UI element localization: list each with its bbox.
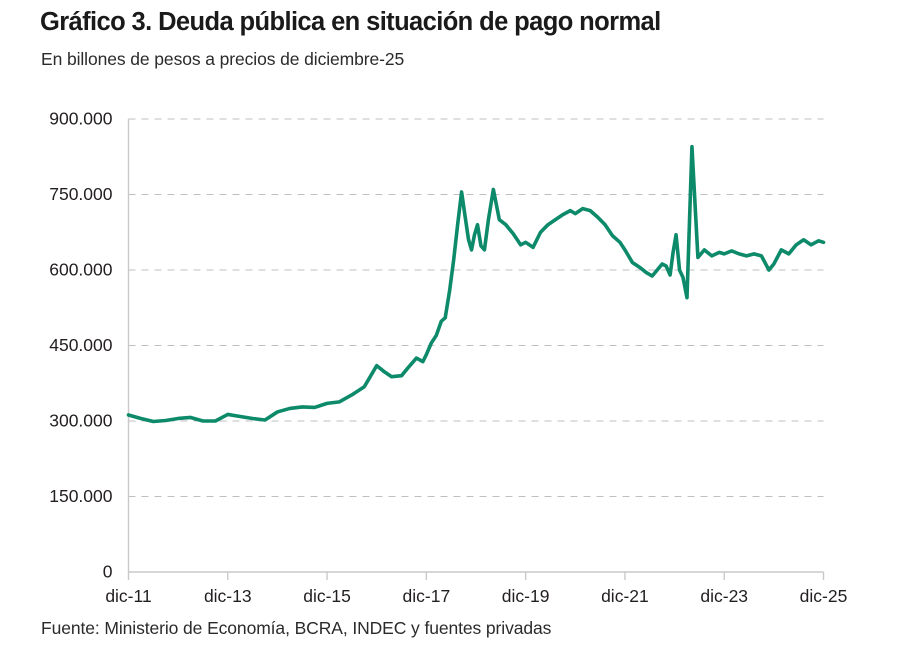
chart-subtitle: En billones de pesos a precios de diciem… (41, 49, 405, 69)
series-line (126, 144, 826, 424)
data-series (126, 144, 826, 424)
x-axis-tick-label: dic-15 (303, 586, 351, 606)
y-axis-tick-label: 300.000 (49, 411, 113, 431)
chart-title: Gráfico 3. Deuda pública en situación de… (40, 8, 661, 36)
x-axis-tick-label: dic-13 (204, 586, 252, 606)
source-note: Fuente: Ministerio de Economía, BCRA, IN… (41, 618, 552, 638)
y-axis-tick-label: 750.000 (49, 184, 113, 204)
x-axis-tick-label: dic-25 (800, 586, 848, 606)
x-axis-tick-label: dic-19 (502, 586, 550, 606)
gridlines (128, 118, 824, 498)
x-axis-tick-label: dic-23 (700, 586, 748, 606)
y-axis-tick-label: 0 (103, 562, 113, 582)
axes (127, 119, 825, 580)
y-axis-tick-label: 900.000 (49, 109, 113, 129)
y-axis-tick-labels: 0 150.000 300.000 450.000 600.000 750.000 900.… (49, 109, 113, 582)
x-axis-tick-labels: dic-11 dic-13 dic-15 dic-17 dic-19 dic-21 dic-… (105, 586, 847, 606)
y-axis-tick-label: 600.000 (49, 260, 113, 280)
y-axis-tick-label: 150.000 (49, 486, 113, 506)
y-axis-tick-label: 450.000 (49, 335, 113, 355)
x-axis-tick-label: dic-21 (601, 586, 649, 606)
x-axis-tick-label: dic-17 (403, 586, 451, 606)
x-axis-tick-label: dic-11 (105, 586, 151, 606)
